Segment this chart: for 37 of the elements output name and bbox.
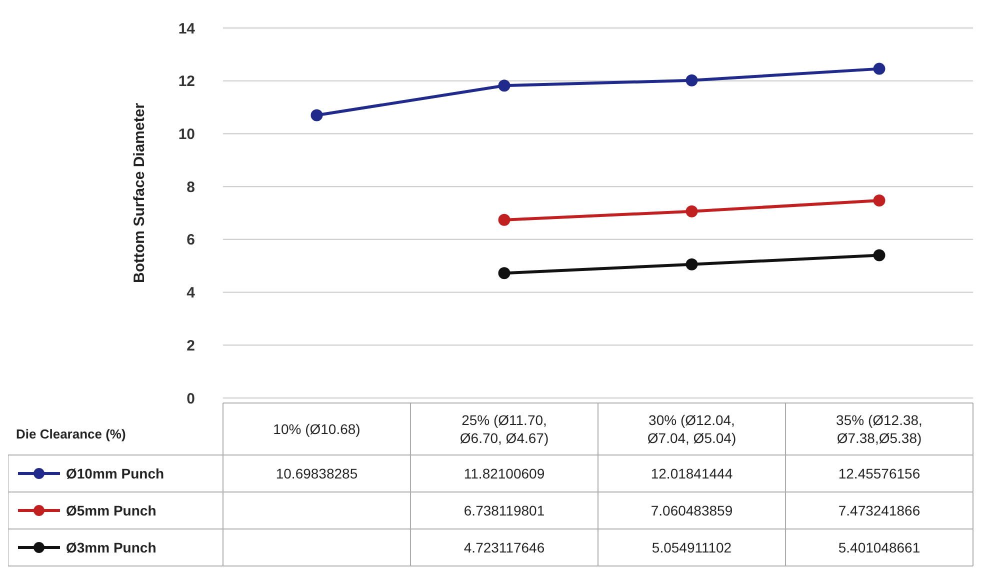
- point: [498, 267, 510, 280]
- point: [498, 80, 510, 92]
- data-label: 12.01841444: [650, 465, 733, 482]
- data-label: 10.69838285: [276, 465, 358, 482]
- x-tick-label: 30% (Ø12.04, Ø7.04, Ø5.04): [647, 412, 736, 446]
- y-tick-label: 2: [186, 337, 195, 354]
- x-tick-label: 10% (Ø10.68): [273, 420, 360, 437]
- data-label: 5.401048661: [838, 539, 920, 556]
- data-label: 7.473241866: [838, 502, 920, 518]
- x-axis-title: Die Clearance (%): [16, 426, 126, 442]
- data-label: 6.738119801: [464, 502, 545, 518]
- y-axis-title: Bottom Surface Diameter: [131, 102, 148, 284]
- x-tick-label: 25% (Ø11.70, Ø6.70, Ø4.67): [460, 412, 549, 446]
- y-tick-label: 6: [186, 232, 195, 249]
- y-tick-label: 12: [178, 73, 195, 90]
- legend-label: Ø3mm Punch: [66, 539, 156, 556]
- y-tick-label: 0: [186, 390, 195, 408]
- y-tick-label: 4: [186, 284, 196, 302]
- x-tick-label: 35% (Ø12.38, Ø7.38,Ø5.38): [836, 412, 922, 446]
- point: [686, 74, 698, 86]
- data-label: 4.723117646: [464, 539, 545, 556]
- point: [686, 205, 698, 218]
- data-label: 5.054911102: [652, 539, 732, 556]
- data-label: 12.45576156: [838, 465, 920, 482]
- point: [686, 258, 698, 270]
- point: [873, 62, 886, 75]
- point: [873, 194, 886, 206]
- data-label: 11.82100609: [464, 465, 545, 482]
- y-tick-label: 8: [186, 178, 195, 196]
- point: [310, 109, 323, 122]
- y-tick-label: 14: [178, 20, 196, 38]
- legend-label: Ø5mm Punch: [66, 502, 156, 518]
- y-tick-label: 10: [178, 126, 195, 143]
- point: [873, 249, 886, 262]
- point: [498, 214, 510, 226]
- data-label: 7.060483859: [650, 502, 733, 518]
- legend-label: Ø10mm Punch: [66, 465, 164, 482]
